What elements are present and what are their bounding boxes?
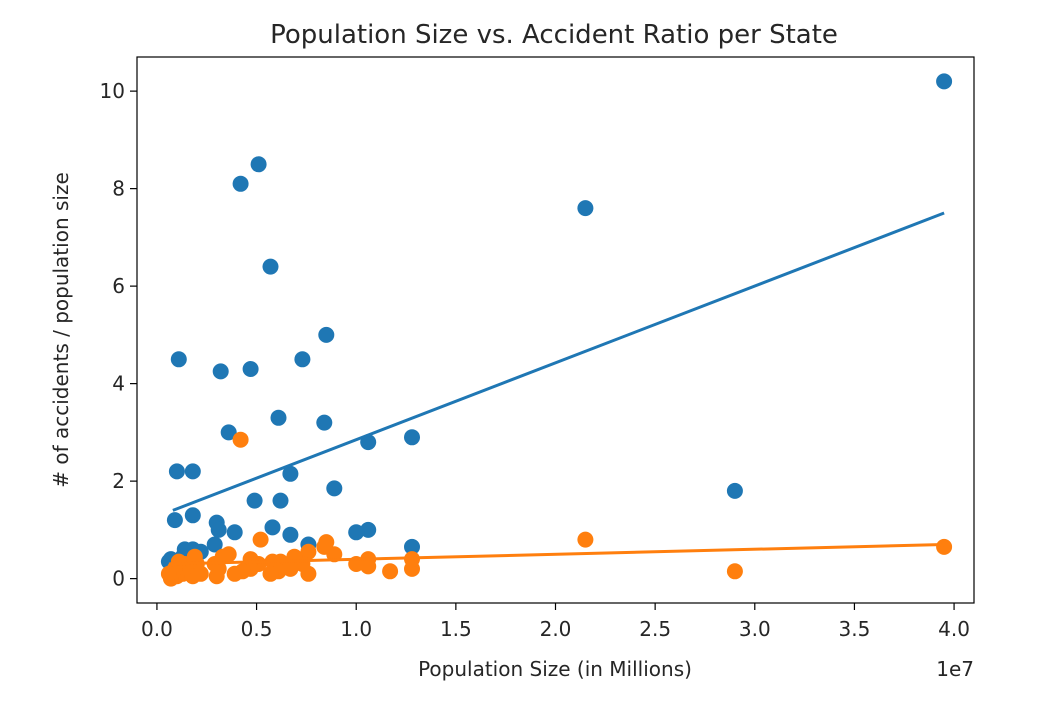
data-point-series-2 <box>382 563 399 580</box>
data-point-series-1 <box>170 351 187 368</box>
data-point-series-1 <box>326 480 343 497</box>
x-tick-label: 0.5 <box>241 617 273 641</box>
chart-title: Population Size vs. Accident Ratio per S… <box>270 20 838 50</box>
data-point-series-1 <box>264 519 281 536</box>
data-point-series-1 <box>250 156 267 173</box>
y-tick-label: 2 <box>112 469 125 493</box>
data-point-series-1 <box>936 73 953 90</box>
data-point-series-1 <box>246 492 263 509</box>
data-point-series-2 <box>300 543 317 560</box>
data-point-series-2 <box>232 431 249 448</box>
data-point-series-1 <box>184 507 201 524</box>
x-tick-label: 3.0 <box>739 617 771 641</box>
data-point-series-1 <box>348 524 365 541</box>
data-point-series-2 <box>160 565 177 582</box>
data-point-series-1 <box>206 536 223 553</box>
x-tick-label: 1.5 <box>440 617 472 641</box>
x-axis-label: Population Size (in Millions) <box>418 657 692 681</box>
data-point-series-2 <box>726 563 743 580</box>
y-axis-label: # of accidents / population size <box>49 172 73 488</box>
data-point-series-1 <box>404 429 420 446</box>
data-point-series-1 <box>270 409 287 426</box>
y-tick-label: 0 <box>112 567 125 591</box>
data-point-series-2 <box>577 531 594 548</box>
x-tick-label: 0.0 <box>141 617 173 641</box>
x-tick-label: 3.5 <box>839 617 871 641</box>
y-tick-label: 6 <box>112 274 125 298</box>
trend-line-series-1 <box>172 211 945 512</box>
trend-line-series-2 <box>168 543 945 566</box>
data-point-series-1 <box>232 175 249 192</box>
x-tick-label: 2.5 <box>639 617 671 641</box>
data-point-series-1 <box>272 492 289 509</box>
data-point-series-2 <box>252 531 269 548</box>
data-point-series-1 <box>404 538 420 555</box>
data-point-series-1 <box>294 351 311 368</box>
data-point-series-2 <box>208 568 225 585</box>
data-point-series-1 <box>262 258 279 275</box>
plot-area <box>160 73 953 587</box>
data-point-series-2 <box>936 538 953 555</box>
data-point-series-1 <box>212 363 229 380</box>
x-axis: 0.0 0.5 1.0 1.5 2.0 2.5 3.0 3.5 4.0 <box>141 603 970 641</box>
data-point-series-1 <box>577 200 594 217</box>
data-point-series-1 <box>166 512 183 529</box>
x-tick-label: 4.0 <box>938 617 970 641</box>
y-tick-label: 8 <box>112 177 125 201</box>
y-tick-label: 10 <box>100 79 125 103</box>
x-tick-label: 2.0 <box>540 617 572 641</box>
data-point-series-1 <box>282 465 299 482</box>
data-point-series-2 <box>262 565 279 582</box>
data-point-series-1 <box>282 526 299 543</box>
data-point-series-1 <box>318 326 335 343</box>
x-offset-label: 1e7 <box>936 657 974 681</box>
data-point-series-1 <box>184 463 201 480</box>
data-point-series-1 <box>316 414 333 431</box>
data-point-series-1 <box>226 524 243 541</box>
data-point-series-2 <box>316 538 333 555</box>
data-point-series-1 <box>242 361 259 377</box>
x-tick-label: 1.0 <box>340 617 372 641</box>
data-point-series-1 <box>168 463 185 480</box>
data-point-series-2 <box>226 565 243 582</box>
data-point-series-1 <box>210 521 227 538</box>
data-point-series-1 <box>360 521 377 538</box>
data-point-series-2 <box>360 558 377 575</box>
data-point-series-1 <box>726 482 743 499</box>
data-point-series-1 <box>220 424 237 441</box>
y-tick-label: 4 <box>112 372 125 396</box>
plot-frame <box>136 56 975 604</box>
y-axis: 0 2 4 6 8 10 <box>100 79 137 591</box>
